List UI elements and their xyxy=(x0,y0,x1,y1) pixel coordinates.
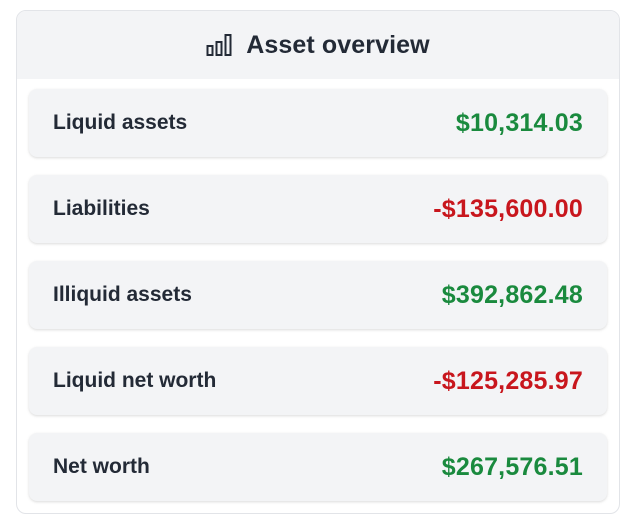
row-label: Illiquid assets xyxy=(53,283,192,306)
row-illiquid-assets: Illiquid assets $392,862.48 xyxy=(29,261,607,329)
asset-overview-card: Asset overview Liquid assets $10,314.03 … xyxy=(16,10,620,514)
bar-chart-icon xyxy=(206,33,232,57)
row-net-worth: Net worth $267,576.51 xyxy=(29,433,607,501)
row-value: $10,314.03 xyxy=(455,108,583,137)
row-value: -$135,600.00 xyxy=(433,194,583,223)
row-label: Liquid net worth xyxy=(53,369,217,392)
card-title: Asset overview xyxy=(246,30,430,59)
row-value: $267,576.51 xyxy=(441,452,583,481)
row-liabilities: Liabilities -$135,600.00 xyxy=(29,175,607,243)
row-label: Liabilities xyxy=(53,197,150,220)
row-value: $392,862.48 xyxy=(441,280,583,309)
row-liquid-net-worth: Liquid net worth -$125,285.97 xyxy=(29,347,607,415)
card-header: Asset overview xyxy=(17,11,619,79)
row-label: Net worth xyxy=(53,455,150,478)
asset-rows: Liquid assets $10,314.03 Liabilities -$1… xyxy=(17,79,619,501)
row-value: -$125,285.97 xyxy=(433,366,583,395)
row-liquid-assets: Liquid assets $10,314.03 xyxy=(29,89,607,157)
row-label: Liquid assets xyxy=(53,111,188,134)
